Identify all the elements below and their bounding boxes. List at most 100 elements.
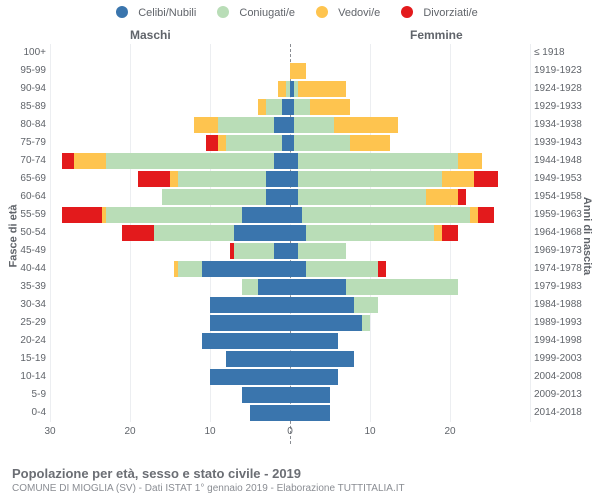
seg-single — [226, 351, 290, 367]
seg-single — [290, 153, 298, 169]
birth-year-label: 1969-1973 — [534, 242, 592, 260]
legend-item-widowed: Vedovi/e — [316, 7, 386, 19]
legend-swatch — [217, 6, 229, 18]
legend-label: Coniugati/e — [239, 7, 295, 19]
seg-single — [290, 387, 330, 403]
seg-divorced — [442, 225, 458, 241]
chart-title: Popolazione per età, sesso e stato civil… — [12, 466, 588, 481]
bar-male — [210, 369, 290, 385]
seg-single — [290, 279, 346, 295]
seg-single — [266, 189, 290, 205]
legend-item-divorced: Divorziati/e — [401, 7, 483, 19]
bar-male — [162, 189, 290, 205]
seg-widowed — [350, 135, 390, 151]
bar-male — [242, 387, 290, 403]
seg-widowed — [470, 207, 478, 223]
bar-female — [290, 153, 482, 169]
seg-single — [290, 261, 306, 277]
seg-married — [234, 243, 274, 259]
legend-item-married: Coniugati/e — [217, 7, 301, 19]
seg-single — [274, 153, 290, 169]
seg-married — [354, 297, 378, 313]
seg-widowed — [334, 117, 398, 133]
bar-male — [194, 117, 290, 133]
seg-divorced — [138, 171, 170, 187]
bar-female — [290, 225, 458, 241]
seg-single — [250, 405, 290, 421]
birth-year-label: 1944-1948 — [534, 152, 592, 170]
seg-single — [290, 189, 298, 205]
age-row: 95-991919-1923 — [50, 62, 530, 80]
birth-year-label: 1939-1943 — [534, 134, 592, 152]
bar-male — [62, 153, 290, 169]
seg-married — [306, 261, 378, 277]
bar-female — [290, 387, 330, 403]
legend-swatch — [116, 6, 128, 18]
x-tick: 0 — [287, 426, 293, 442]
age-row: 70-741944-1948 — [50, 152, 530, 170]
bar-male — [202, 333, 290, 349]
seg-widowed — [434, 225, 442, 241]
birth-year-label: 1964-1968 — [534, 224, 592, 242]
birth-year-label: 1954-1958 — [534, 188, 592, 206]
age-label: 30-34 — [2, 296, 46, 314]
x-tick: 20 — [124, 426, 135, 442]
age-label: 65-69 — [2, 170, 46, 188]
age-label: 25-29 — [2, 314, 46, 332]
age-row: 85-891929-1933 — [50, 98, 530, 116]
seg-married — [178, 171, 266, 187]
seg-single — [242, 387, 290, 403]
x-tick: 10 — [204, 426, 215, 442]
seg-divorced — [62, 153, 74, 169]
age-row: 15-191999-2003 — [50, 350, 530, 368]
age-row: 55-591959-1963 — [50, 206, 530, 224]
bar-female — [290, 405, 330, 421]
seg-single — [290, 297, 354, 313]
legend-swatch — [316, 6, 328, 18]
bar-female — [290, 63, 306, 79]
seg-divorced — [62, 207, 102, 223]
age-label: 45-49 — [2, 242, 46, 260]
birth-year-label: 1979-1983 — [534, 278, 592, 296]
seg-widowed — [170, 171, 178, 187]
birth-year-label: 1959-1963 — [534, 206, 592, 224]
legend-swatch — [401, 6, 413, 18]
age-row: 25-291989-1993 — [50, 314, 530, 332]
birth-year-label: 1929-1933 — [534, 98, 592, 116]
age-label: 35-39 — [2, 278, 46, 296]
seg-single — [290, 333, 338, 349]
seg-married — [298, 153, 458, 169]
age-label: 75-79 — [2, 134, 46, 152]
seg-divorced — [122, 225, 154, 241]
bar-male — [122, 225, 290, 241]
seg-married — [226, 135, 282, 151]
seg-single — [290, 243, 298, 259]
age-row: 0-42014-2018 — [50, 404, 530, 422]
age-row: 10-142004-2008 — [50, 368, 530, 386]
seg-married — [242, 279, 258, 295]
plot-area: 100+≤ 191895-991919-192390-941924-192885… — [50, 44, 530, 444]
age-row: 20-241994-1998 — [50, 332, 530, 350]
bar-male — [206, 135, 290, 151]
birth-year-label: 1919-1923 — [534, 62, 592, 80]
seg-widowed — [278, 81, 286, 97]
seg-divorced — [378, 261, 386, 277]
bar-male — [138, 171, 290, 187]
seg-married — [162, 189, 266, 205]
birth-year-label: 1994-1998 — [534, 332, 592, 350]
bar-male — [230, 243, 290, 259]
seg-single — [274, 117, 290, 133]
pyramid-chart: Celibi/Nubili Coniugati/e Vedovi/e Divor… — [0, 0, 600, 500]
age-label: 55-59 — [2, 206, 46, 224]
header-male: Maschi — [130, 28, 171, 42]
seg-married — [294, 117, 334, 133]
seg-widowed — [290, 63, 306, 79]
birth-year-label: 1924-1928 — [534, 80, 592, 98]
seg-single — [282, 135, 290, 151]
age-label: 85-89 — [2, 98, 46, 116]
seg-married — [218, 117, 274, 133]
bar-male — [210, 315, 290, 331]
seg-widowed — [258, 99, 266, 115]
x-tick: 30 — [44, 426, 55, 442]
seg-widowed — [74, 153, 106, 169]
